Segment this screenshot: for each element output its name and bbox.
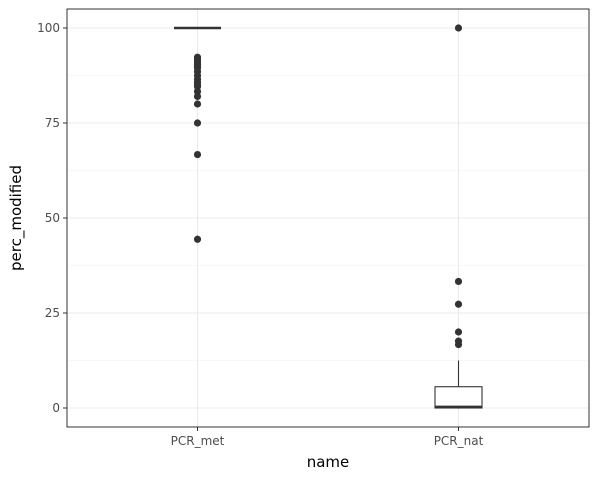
y-tick-label: 75	[45, 116, 60, 130]
y-axis-title: perc_modified	[7, 165, 26, 271]
outlier-point	[193, 119, 202, 127]
x-axis-title: name	[307, 453, 350, 471]
outlier-point	[454, 300, 463, 308]
y-tick-label: 0	[52, 401, 60, 415]
outlier-point	[193, 87, 202, 96]
outlier-point	[454, 340, 463, 349]
y-tick-label: 25	[45, 306, 60, 320]
outlier-point	[193, 82, 202, 91]
axes: 0 25 50 75 100 PCR_met PCR_nat	[37, 21, 484, 448]
outlier-point	[193, 150, 202, 159]
grid	[67, 9, 589, 427]
outlier-point	[454, 328, 463, 336]
y-tick-label: 50	[45, 211, 60, 225]
y-tick-label: 100	[37, 21, 60, 35]
outlier-point	[193, 235, 202, 243]
outlier-point	[193, 100, 202, 108]
boxes	[174, 26, 483, 409]
outlier-point	[454, 24, 463, 32]
outlier-points	[193, 24, 463, 349]
x-tick-label: PCR_met	[171, 434, 225, 448]
box-iqr	[434, 386, 483, 409]
outlier-point	[193, 92, 202, 100]
box-PCR_nat	[434, 360, 483, 409]
outlier-point	[454, 277, 463, 286]
x-tick-label: PCR_nat	[434, 434, 484, 448]
